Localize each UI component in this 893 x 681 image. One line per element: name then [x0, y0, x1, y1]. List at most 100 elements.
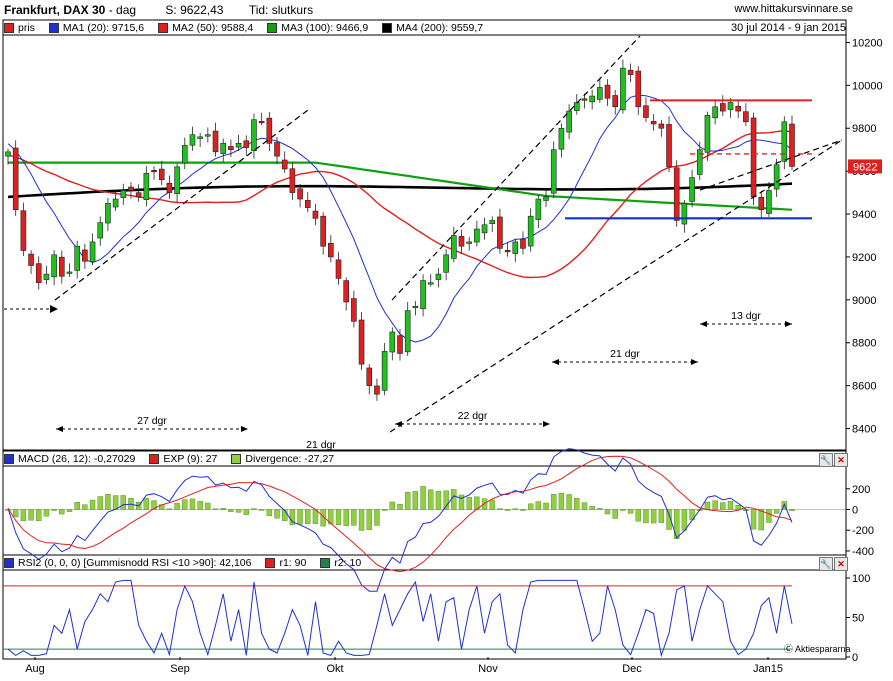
x-tick-label: Jan15 [753, 663, 783, 675]
legend-swatch [149, 454, 160, 464]
divergence-bar [650, 509, 657, 524]
arrow-head [56, 426, 63, 432]
legend-swatch [382, 23, 393, 33]
price-panel-frame [2, 19, 847, 451]
divergence-bar [789, 509, 795, 512]
legend-swatch [267, 23, 278, 33]
price-legend: pris MA1 (20): 9715,6 MA2 (50): 9588,4 MA3 … [4, 22, 497, 36]
candle-body [696, 149, 703, 175]
divergence-bar [412, 491, 419, 510]
candle-body [312, 210, 319, 219]
divergence-bar [712, 500, 718, 510]
divergence-bar [666, 509, 672, 530]
y-tick-label: 10000 [852, 80, 883, 92]
x-tick-label: Sep [170, 663, 190, 675]
divergence-bar [750, 509, 757, 530]
divergence-bar [235, 509, 242, 513]
candle-body [366, 367, 373, 386]
candle-body [420, 280, 426, 310]
candle-body [789, 123, 795, 167]
divergence-bar [512, 508, 518, 510]
legend-swatch [4, 558, 14, 568]
divergence-bar [397, 504, 403, 510]
divergence-bar [604, 509, 611, 515]
divergence-bar [51, 509, 57, 511]
candle-body [82, 249, 88, 262]
candle-body [158, 168, 165, 181]
macd-legend-item: EXP (9): 27 [149, 453, 217, 465]
divergence-bar [735, 505, 741, 510]
divergence-bar [97, 496, 103, 510]
divergence-bar [381, 509, 388, 511]
divergence-bar [305, 509, 311, 524]
x-tick-label: Okt [326, 663, 343, 675]
candle-body [758, 196, 765, 211]
divergence-bar [543, 502, 549, 510]
divergence-bar [120, 495, 126, 510]
divergence-bar [205, 502, 211, 510]
candle-body [727, 102, 734, 110]
candle-body [673, 167, 680, 221]
divergence-bar [166, 508, 173, 511]
divergence-bar [589, 506, 595, 510]
candle-body [189, 134, 196, 146]
candle-body [773, 164, 780, 190]
chart-header: Frankfurt, DAX 30 - dag S: 9622,43 Tid: … [0, 0, 893, 20]
divergence-bar [20, 509, 27, 522]
legend-swatch [231, 454, 242, 464]
divergence-bar [766, 509, 772, 523]
y-tick-label: 50 [852, 613, 864, 625]
legend-swatch [4, 23, 14, 33]
candle-body [328, 242, 334, 258]
divergence-bar [489, 499, 495, 510]
divergence-bar [174, 503, 180, 510]
close-icon[interactable]: ✕ [834, 557, 848, 571]
candle-body [497, 216, 503, 249]
candle-body [443, 254, 449, 273]
legend-label: MA1 (20): 9715,6 [62, 22, 145, 34]
divergence-bar [74, 502, 80, 510]
candle-body [358, 319, 365, 365]
wrench-icon[interactable]: 🔧 [819, 557, 833, 571]
divergence-bar [435, 491, 442, 510]
divergence-bar [59, 509, 65, 515]
y-tick-label: -400 [852, 546, 874, 558]
candle-body [743, 111, 749, 123]
y-tick-label: 200 [852, 484, 870, 496]
candle-body [766, 190, 772, 214]
divergence-bar [558, 492, 565, 510]
arrow-head [700, 321, 707, 327]
divergence-bar [89, 499, 96, 510]
rsi-legend: RSI2 (0, 0, 0) [Gummisnodd RSI <10 >90]:… [4, 557, 375, 571]
divergence-bar [497, 508, 503, 510]
candle-body [320, 215, 326, 247]
close-icon[interactable]: ✕ [834, 453, 848, 467]
header-left: Frankfurt, DAX 30 - dag S: 9622,43 Tid: … [4, 3, 314, 17]
y-tick-label: -200 [852, 525, 874, 537]
price-legend-item: MA4 (200): 9559,7 [382, 22, 483, 34]
candle-body [535, 198, 542, 220]
candle-body [143, 172, 150, 200]
candle-body [635, 70, 642, 108]
divergence-bar [535, 501, 542, 510]
y-tick-label: 10200 [852, 37, 883, 49]
divergence-bar [289, 509, 296, 526]
trendline [54, 109, 309, 301]
chart-title: Frankfurt, DAX 30 [4, 3, 106, 17]
rsi-line [7, 579, 793, 658]
candle-body [135, 192, 142, 198]
candle-body [643, 105, 649, 118]
wrench-icon[interactable]: 🔧 [819, 453, 833, 467]
divergence-bar [251, 508, 257, 510]
price-legend-item: MA1 (20): 9715,6 [48, 22, 145, 34]
watermark: Ⓒ Aktiespararna [784, 644, 851, 654]
divergence-bar [758, 509, 764, 531]
legend-swatch [320, 558, 331, 568]
divergence-bar [727, 501, 734, 510]
candle-body [335, 259, 342, 279]
divergence-bar [597, 508, 603, 510]
candle-body [228, 146, 234, 150]
divergence-bar [627, 509, 634, 514]
divergence-bar [374, 509, 380, 526]
divergence-bar [658, 509, 665, 523]
